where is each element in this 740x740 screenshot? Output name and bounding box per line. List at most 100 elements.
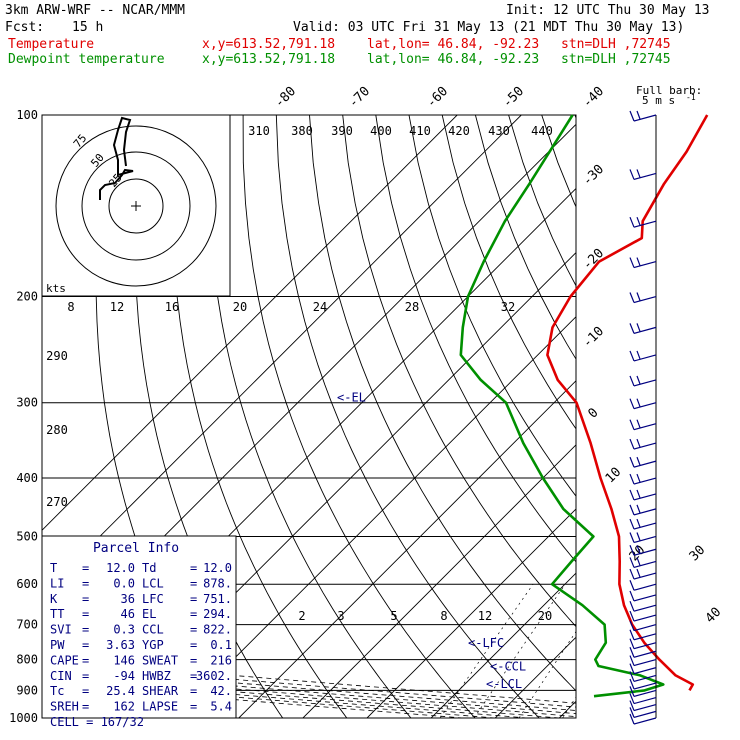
wind-barb xyxy=(629,693,657,705)
isotherm-label: -30 xyxy=(580,162,607,189)
parcel-value: -94 xyxy=(113,669,135,683)
wind-barb-shaft xyxy=(633,379,657,387)
dry-adiabat xyxy=(408,115,576,497)
parcel-eq: = xyxy=(190,653,197,667)
isotherm-line xyxy=(366,508,576,718)
parcel-value: 0.1 xyxy=(210,638,232,652)
parcel-level-label: <-LFC xyxy=(468,636,504,650)
dry-adiabat xyxy=(342,115,576,628)
pressure-tick-label: 100 xyxy=(16,108,38,122)
wind-barb-shaft xyxy=(633,717,657,725)
theta-e-label: 430 xyxy=(488,124,510,138)
wind-barb-shaft xyxy=(633,326,657,334)
wind-barb xyxy=(629,110,657,122)
parcel-eq: = xyxy=(190,669,197,683)
wind-barb-shaft xyxy=(633,535,657,544)
wind-barb-shaft xyxy=(633,642,657,650)
init-time: Init: 12 UTC Thu 30 May 13 xyxy=(506,3,710,18)
parcel-value: 822. xyxy=(203,623,232,637)
wind-barb-shaft xyxy=(633,604,657,612)
wind-barb-flag xyxy=(629,655,635,666)
parcel-key: YGP xyxy=(142,638,164,652)
wind-barb-shaft xyxy=(633,697,657,705)
parcel-key: CCL xyxy=(142,623,164,637)
isotherm-line xyxy=(558,700,576,718)
parcel-eq: = xyxy=(82,607,89,621)
isotherm-label: -50 xyxy=(500,84,527,111)
wind-barb-flag xyxy=(636,568,641,578)
parcel-key: HWBZ xyxy=(142,669,171,683)
theta-e-label: 390 xyxy=(331,124,353,138)
parcel-key: EL xyxy=(142,607,156,621)
temp-latlon: lat,lon= 46.84, -92.23 xyxy=(367,37,540,52)
wind-barb-flag xyxy=(636,375,641,385)
wind-barb-shaft xyxy=(633,624,657,632)
isotherm-line xyxy=(238,380,576,718)
parcel-eq: = xyxy=(82,576,89,590)
dry-adiabat xyxy=(171,115,348,718)
wind-barb-shaft xyxy=(633,548,657,556)
wind-barb xyxy=(629,610,657,622)
wind-barb-flag xyxy=(636,216,641,226)
wind-barb-shaft xyxy=(633,560,657,569)
wind-barb xyxy=(629,713,657,725)
wind-barb-flag xyxy=(629,590,635,602)
dry-adiabat xyxy=(242,115,476,718)
parcel-level-label: <-CCL xyxy=(490,660,526,674)
wind-barb xyxy=(629,323,657,334)
mixing-ratio-label: 20 xyxy=(538,609,552,623)
wind-barb-flag xyxy=(636,456,641,466)
mixing-ratio-line xyxy=(518,630,576,718)
wind-barb-shaft xyxy=(633,493,657,501)
isotherm-label: -70 xyxy=(346,84,373,111)
parcel-eq: = xyxy=(190,561,197,575)
wind-barb-shaft xyxy=(633,650,657,658)
wind-barb-flag xyxy=(629,532,635,543)
parcel-eq: = xyxy=(190,684,197,698)
wind-barb-shaft xyxy=(633,674,657,683)
wind-barb-shaft xyxy=(633,682,657,690)
wind-barb xyxy=(629,438,657,450)
wind-barb-shaft xyxy=(633,572,657,580)
parcel-eq: = xyxy=(82,638,89,652)
theta-e-label: 440 xyxy=(531,124,553,138)
wind-barb-flag xyxy=(629,438,635,450)
wind-barb-shaft xyxy=(633,667,657,675)
wind-barb xyxy=(629,600,657,612)
wind-barb-shaft xyxy=(633,260,657,269)
mixing-ratio-label: 3 xyxy=(337,609,344,623)
wind-barb-flag xyxy=(629,489,635,501)
storm-speed-label: 20 xyxy=(233,300,247,314)
wind-barb-shaft xyxy=(633,583,657,591)
parcel-level-label: <-LCL xyxy=(486,677,522,691)
dry-adiabat xyxy=(309,115,576,692)
dry-adiabat xyxy=(207,115,412,718)
theta-e-label: 380 xyxy=(291,124,313,138)
parcel-key: SWEAT xyxy=(142,653,178,667)
parcel-info-panel xyxy=(41,535,237,719)
theta-e-label: 310 xyxy=(248,124,270,138)
storm-speed-label: 24 xyxy=(313,300,327,314)
wind-barb-flag xyxy=(629,713,635,725)
dry-adiabat xyxy=(375,115,576,563)
wind-barb-shaft xyxy=(633,442,657,450)
wind-barb-shaft xyxy=(633,594,657,602)
wind-barb-flag xyxy=(629,504,635,516)
wind-barb-flag xyxy=(629,398,635,409)
wind-barb-shaft xyxy=(633,295,657,304)
parcel-value: 216 xyxy=(210,653,232,667)
parcel-eq: = xyxy=(82,669,89,683)
wind-barb-shaft xyxy=(633,220,657,228)
wind-barb-flag xyxy=(629,473,635,485)
wind-barb-flag xyxy=(629,568,635,580)
parcel-key: LCL xyxy=(142,576,164,590)
wind-barb-flag xyxy=(629,610,635,622)
hodograph-units: kts xyxy=(46,282,66,295)
parcel-key: Tc xyxy=(50,684,64,698)
wind-barb-flag xyxy=(629,110,635,122)
wind-barb-flag xyxy=(629,600,635,612)
parcel-value: 42. xyxy=(210,684,232,698)
wind-barb-flag xyxy=(629,693,635,704)
parcel-value: 0.0 xyxy=(113,576,135,590)
